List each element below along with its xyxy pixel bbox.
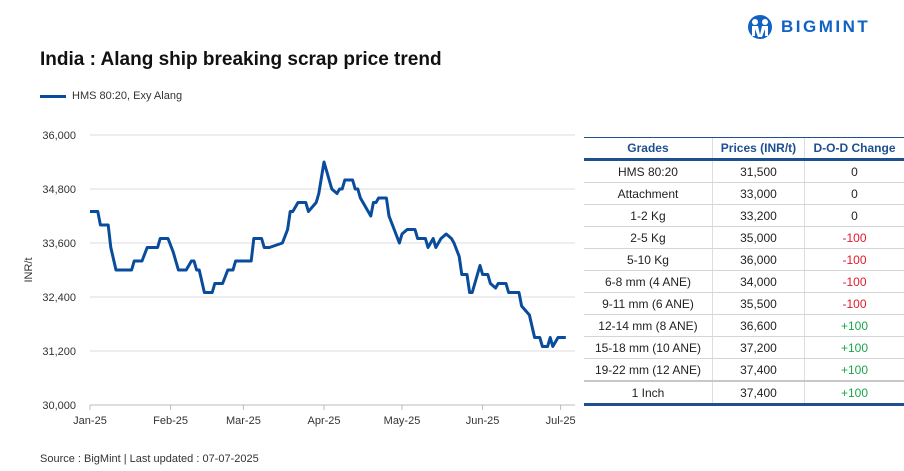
price-cell: 37,400 [711,380,805,406]
column-header: D-O-D Change [804,137,904,161]
chart-title: India : Alang ship breaking scrap price … [40,49,442,70]
y-tick-label: 34,800 [42,184,76,196]
price-cell: 34,000 [711,270,805,293]
table-row: HMS 80:20 31,500 0 [584,159,904,183]
series-line [90,160,566,348]
table-row: 1 Inch 37,400 +100 [584,380,904,406]
grade-cell: 2-5 Kg [584,226,713,249]
change-cell: 0 [804,204,904,227]
grade-cell: Attachment [584,182,713,205]
y-tick-label: 32,400 [42,292,76,304]
change-cell: 0 [804,159,904,183]
price-cell: 35,000 [711,226,805,249]
y-tick-label: 31,200 [42,346,76,358]
bigmint-logo-icon [748,15,772,39]
legend-label: HMS 80:20, Exy Alang [72,90,183,102]
change-cell: -100 [804,270,904,293]
y-tick-label: 30,000 [42,400,76,412]
x-tick-label: Mar-25 [226,415,261,427]
price-cell: 37,200 [711,336,805,359]
y-tick-label: 36,000 [42,130,76,142]
table-row: 9-11 mm (6 ANE) 35,500 -100 [584,292,904,315]
change-cell: +100 [804,336,904,359]
grade-cell: 5-10 Kg [584,248,713,271]
x-tick-label: May-25 [384,415,421,427]
bigmint-logo: BIGMINT [746,14,870,40]
price-table: Grades Prices (INR/t) D-O-D Change HMS 80:… [584,137,904,406]
y-axis-label: INR/t [23,257,35,282]
grade-cell: 1 Inch [584,380,713,406]
change-cell: +100 [804,380,904,406]
x-tick-label: Jan-25 [73,415,107,427]
grade-cell: 6-8 mm (4 ANE) [584,270,713,293]
change-cell: +100 [804,314,904,337]
change-cell: -100 [804,226,904,249]
price-cell: 33,000 [711,182,805,205]
x-tick-label: Feb-25 [153,415,188,427]
table-row: 5-10 Kg 36,000 -100 [584,248,904,271]
change-cell: -100 [804,292,904,315]
grade-cell: 1-2 Kg [584,204,713,227]
price-cell: 37,400 [711,358,805,382]
price-cell: 36,000 [711,248,805,271]
table-row: 1-2 Kg 33,200 0 [584,204,904,227]
price-cell: 36,600 [711,314,805,337]
grade-cell: 15-18 mm (10 ANE) [584,336,713,359]
table-row: 19-22 mm (12 ANE) 37,400 +100 [584,358,904,382]
grade-cell: 9-11 mm (6 ANE) [584,292,713,315]
column-header: Prices (INR/t) [711,137,805,161]
x-tick-label: Jul-25 [546,415,576,427]
change-cell: -100 [804,248,904,271]
x-tick-label: Apr-25 [307,415,340,427]
x-tick-label: Jun-25 [466,415,500,427]
price-cell: 35,500 [711,292,805,315]
table-row: 12-14 mm (8 ANE) 36,600 +100 [584,314,904,337]
source-note: Source : BigMint | Last updated : 07-07-… [40,453,259,465]
grade-cell: 19-22 mm (12 ANE) [584,358,713,382]
price-cell: 31,500 [711,159,805,183]
legend: HMS 80:20, Exy Alang [40,90,182,102]
line-chart: 30,000 31,200 32,400 33,600 34,800 36,000 Jan-… [23,130,576,427]
column-header: Grades [584,137,713,161]
table-row: 15-18 mm (10 ANE) 37,200 +100 [584,336,904,359]
table-row: 6-8 mm (4 ANE) 34,000 -100 [584,270,904,293]
y-tick-label: 33,600 [42,238,76,250]
table-row: Attachment 33,000 0 [584,182,904,205]
logo-text: BIGMINT [781,17,871,36]
table-row: 2-5 Kg 35,000 -100 [584,226,904,249]
change-cell: 0 [804,182,904,205]
grade-cell: 12-14 mm (8 ANE) [584,314,713,337]
change-cell: +100 [804,358,904,382]
grade-cell: HMS 80:20 [584,159,713,183]
legend-swatch [40,94,66,98]
price-cell: 33,200 [711,204,805,227]
